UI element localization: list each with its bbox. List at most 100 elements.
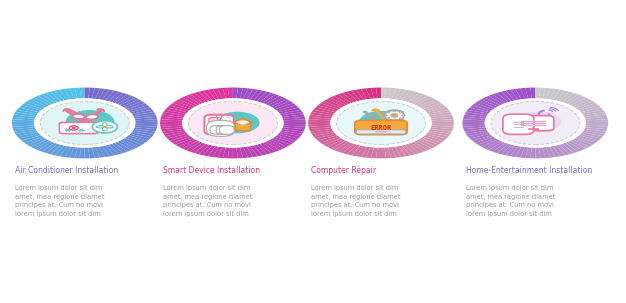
Text: Smart Device Installation: Smart Device Installation xyxy=(163,166,260,175)
Wedge shape xyxy=(347,91,361,101)
Wedge shape xyxy=(131,110,154,115)
FancyBboxPatch shape xyxy=(216,126,231,134)
Circle shape xyxy=(337,102,426,145)
Wedge shape xyxy=(395,146,406,157)
Wedge shape xyxy=(208,89,219,100)
Wedge shape xyxy=(472,103,493,111)
Circle shape xyxy=(331,98,432,148)
Wedge shape xyxy=(134,115,156,119)
Wedge shape xyxy=(283,119,305,122)
Wedge shape xyxy=(429,112,452,117)
Wedge shape xyxy=(281,129,304,134)
Wedge shape xyxy=(463,122,485,124)
Wedge shape xyxy=(69,88,78,99)
Wedge shape xyxy=(542,88,550,99)
Wedge shape xyxy=(431,125,453,129)
Wedge shape xyxy=(501,145,515,155)
Circle shape xyxy=(69,126,78,130)
Circle shape xyxy=(360,111,403,132)
Wedge shape xyxy=(506,90,518,101)
FancyBboxPatch shape xyxy=(355,120,408,135)
Wedge shape xyxy=(381,88,386,98)
Wedge shape xyxy=(277,105,299,112)
Wedge shape xyxy=(275,135,296,143)
Wedge shape xyxy=(135,122,158,124)
Wedge shape xyxy=(24,137,45,145)
Wedge shape xyxy=(411,94,428,104)
Wedge shape xyxy=(198,145,212,155)
Wedge shape xyxy=(568,141,586,150)
Wedge shape xyxy=(283,125,305,129)
Wedge shape xyxy=(579,134,601,141)
Wedge shape xyxy=(60,89,71,100)
Wedge shape xyxy=(430,115,453,119)
Wedge shape xyxy=(12,124,34,127)
Wedge shape xyxy=(402,91,415,101)
Wedge shape xyxy=(391,88,401,99)
Wedge shape xyxy=(366,88,374,99)
Ellipse shape xyxy=(103,123,107,127)
Wedge shape xyxy=(228,148,233,158)
Wedge shape xyxy=(125,101,145,109)
Wedge shape xyxy=(539,147,545,158)
Wedge shape xyxy=(203,90,215,101)
Ellipse shape xyxy=(105,126,113,128)
Wedge shape xyxy=(334,94,351,104)
Wedge shape xyxy=(586,124,608,127)
Wedge shape xyxy=(431,119,454,122)
Wedge shape xyxy=(280,110,302,115)
FancyBboxPatch shape xyxy=(213,120,225,122)
Wedge shape xyxy=(321,101,341,109)
Wedge shape xyxy=(165,132,187,138)
Wedge shape xyxy=(135,119,158,122)
Wedge shape xyxy=(470,134,491,141)
Wedge shape xyxy=(388,147,396,158)
Wedge shape xyxy=(173,137,193,145)
Circle shape xyxy=(518,112,561,132)
Wedge shape xyxy=(585,115,607,119)
Wedge shape xyxy=(308,119,331,122)
Circle shape xyxy=(92,121,117,133)
Wedge shape xyxy=(122,138,142,147)
Wedge shape xyxy=(160,124,183,127)
Wedge shape xyxy=(19,105,41,112)
Wedge shape xyxy=(493,93,508,103)
Wedge shape xyxy=(464,115,486,119)
Wedge shape xyxy=(111,93,128,103)
Wedge shape xyxy=(493,143,508,153)
Wedge shape xyxy=(275,103,296,111)
Circle shape xyxy=(71,127,76,129)
Wedge shape xyxy=(281,112,304,117)
Wedge shape xyxy=(263,94,280,104)
Wedge shape xyxy=(13,125,35,129)
Ellipse shape xyxy=(73,114,85,119)
Wedge shape xyxy=(108,92,123,102)
Wedge shape xyxy=(130,132,152,138)
Wedge shape xyxy=(464,127,486,132)
Wedge shape xyxy=(175,138,195,147)
Wedge shape xyxy=(134,127,156,132)
Wedge shape xyxy=(308,124,331,127)
Wedge shape xyxy=(478,99,498,108)
Wedge shape xyxy=(520,147,528,158)
Wedge shape xyxy=(38,142,55,152)
Wedge shape xyxy=(324,99,344,108)
Wedge shape xyxy=(270,138,290,147)
Wedge shape xyxy=(160,122,182,124)
Wedge shape xyxy=(237,88,243,98)
Wedge shape xyxy=(38,94,55,104)
Wedge shape xyxy=(556,145,570,155)
Wedge shape xyxy=(579,105,601,112)
Wedge shape xyxy=(120,98,139,107)
Wedge shape xyxy=(135,125,157,129)
Wedge shape xyxy=(99,146,110,157)
Wedge shape xyxy=(273,101,293,109)
Wedge shape xyxy=(13,117,35,120)
Wedge shape xyxy=(342,92,357,102)
Wedge shape xyxy=(51,145,64,155)
Wedge shape xyxy=(371,88,377,98)
Wedge shape xyxy=(309,117,331,120)
Circle shape xyxy=(182,98,284,148)
Wedge shape xyxy=(102,145,115,156)
Wedge shape xyxy=(515,147,525,158)
